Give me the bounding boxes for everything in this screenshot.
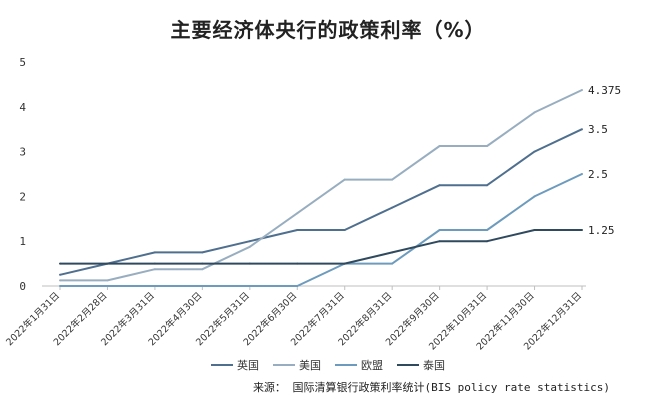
series-point-3 xyxy=(533,195,536,198)
source-note: 来源： 国际清算银行政策利率统计(BIS policy rate statist… xyxy=(252,381,610,394)
end-value-label-2: 4.375 xyxy=(588,84,621,97)
series-point-2 xyxy=(391,178,394,181)
legend: 英国 美国 欧盟 泰国 xyxy=(0,357,656,373)
chart-title: 主要经济体央行的政策利率（%） xyxy=(170,18,486,42)
series-point-1 xyxy=(581,128,583,131)
series-point-3 xyxy=(581,173,583,175)
series-point-2 xyxy=(486,145,489,147)
legend-label: 泰国 xyxy=(423,359,445,372)
series-point-2 xyxy=(59,279,61,282)
legend-item: 欧盟 xyxy=(335,357,383,373)
series-point-4 xyxy=(106,262,109,265)
series-point-1 xyxy=(248,240,251,243)
series-point-3 xyxy=(296,285,299,287)
y-tick-label: 2 xyxy=(19,190,26,203)
y-tick-label: 1 xyxy=(19,235,26,248)
series-point-4 xyxy=(201,262,204,265)
end-value-label-1: 3.5 xyxy=(588,123,608,136)
series-point-1 xyxy=(201,251,204,254)
legend-swatch xyxy=(273,364,295,366)
series-point-1 xyxy=(343,229,346,231)
end-value-label-3: 2.5 xyxy=(588,168,608,181)
y-tick-label: 0 xyxy=(19,280,26,293)
series-point-4 xyxy=(296,262,299,265)
series-point-3 xyxy=(201,285,204,287)
y-tick-label: 4 xyxy=(19,101,26,114)
series-point-4 xyxy=(153,262,156,265)
series-point-4 xyxy=(343,262,346,265)
legend-label: 英国 xyxy=(237,359,259,372)
legend-item: 泰国 xyxy=(397,357,445,373)
series-point-3 xyxy=(486,229,489,231)
series-line-1 xyxy=(59,128,583,276)
series-point-2 xyxy=(438,145,441,147)
series-point-2 xyxy=(343,178,346,181)
legend-swatch xyxy=(397,364,419,366)
series-point-2 xyxy=(533,111,536,114)
series-point-2 xyxy=(296,212,299,215)
series-point-4 xyxy=(486,240,489,243)
series-point-2 xyxy=(581,89,583,91)
series-line-3 xyxy=(60,173,583,287)
series-line-2 xyxy=(60,89,583,282)
series-point-3 xyxy=(59,285,61,287)
series-point-3 xyxy=(438,229,441,231)
series-point-1 xyxy=(153,251,156,254)
series-point-3 xyxy=(391,262,394,265)
legend-label: 欧盟 xyxy=(361,359,383,372)
series-point-1 xyxy=(59,273,61,276)
series-point-1 xyxy=(391,206,394,209)
legend-swatch xyxy=(335,364,357,366)
series-point-4 xyxy=(438,240,441,243)
series-point-1 xyxy=(533,150,536,153)
series-point-2 xyxy=(201,268,204,271)
series-point-1 xyxy=(438,184,441,187)
y-tick-label: 5 xyxy=(19,56,26,69)
series-point-3 xyxy=(248,285,251,287)
series-point-2 xyxy=(248,245,251,248)
legend-swatch xyxy=(211,364,233,366)
series-point-4 xyxy=(59,262,61,265)
series-point-2 xyxy=(106,279,109,282)
series-line-4 xyxy=(60,229,582,265)
series-point-4 xyxy=(533,229,536,231)
series-point-1 xyxy=(486,184,489,187)
series-point-4 xyxy=(581,229,583,231)
legend-label: 美国 xyxy=(299,359,321,372)
legend-item: 英国 xyxy=(211,357,259,373)
end-value-label-4: 1.25 xyxy=(588,224,615,237)
series-point-1 xyxy=(296,229,299,231)
series-point-3 xyxy=(153,285,156,287)
series-point-3 xyxy=(106,285,109,287)
series-point-4 xyxy=(391,251,394,254)
series-point-4 xyxy=(248,262,251,265)
series-point-2 xyxy=(153,268,156,271)
y-tick-label: 3 xyxy=(19,146,26,159)
legend-item: 美国 xyxy=(273,357,321,373)
